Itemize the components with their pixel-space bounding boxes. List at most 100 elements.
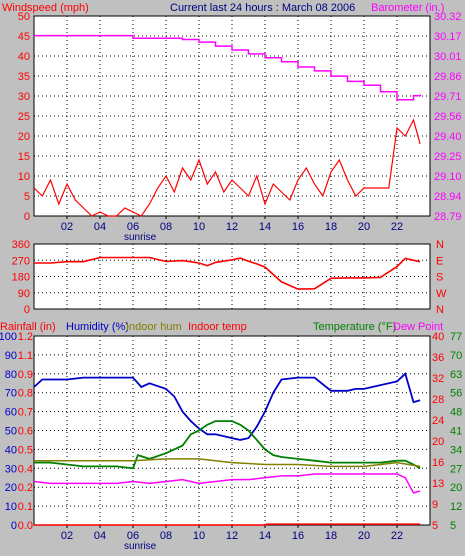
x-tick-label: 06	[127, 221, 139, 233]
x-tick-label: 06	[127, 530, 139, 542]
temperature-axis-tick: 20	[432, 436, 444, 448]
x-tick-label: 10	[193, 221, 205, 233]
x-tick-label: 12	[226, 530, 238, 542]
sunrise-label-1: sunrise	[124, 232, 157, 243]
x-tick-label: 22	[391, 530, 403, 542]
series-dew-point	[33, 473, 421, 494]
rainfall-axis-tick: 1.2	[18, 331, 33, 343]
direction-axis-tick: 270	[12, 255, 30, 267]
x-tick-label: 14	[259, 530, 271, 542]
wind-axis-tick: 15	[18, 151, 30, 163]
rainfall-axis-tick: 0.9	[18, 369, 33, 381]
x-tick-label: 10	[193, 530, 205, 542]
humidity-axis-tick: 90	[5, 350, 17, 362]
barometer-label: Barometer (in.)	[371, 2, 444, 14]
humidity-axis-tick: 60	[5, 407, 17, 419]
barometer-axis-tick: 29.86	[434, 71, 462, 83]
rainfall-axis-tick: 0.5	[18, 444, 33, 456]
barometer-axis-tick: 29.40	[434, 131, 462, 143]
series-temperature-f	[34, 420, 421, 470]
temperature-axis-tick: 24	[432, 415, 444, 427]
compass-axis-tick: N	[436, 239, 444, 251]
series-wind-direction	[34, 256, 421, 290]
direction-axis-tick: 0	[24, 304, 30, 316]
direction-axis-tick: 360	[12, 239, 30, 251]
barometer-axis-tick: 29.56	[434, 111, 462, 123]
series-rainfall-in	[34, 523, 421, 526]
x-tick-label: 18	[325, 530, 337, 542]
rainfall-axis-tick: 0.4	[18, 463, 33, 475]
wind-axis-tick: 20	[18, 131, 30, 143]
compass-axis-tick: E	[436, 255, 443, 267]
temperature-axis-tick: 9	[432, 499, 438, 511]
barometer-axis-tick: 30.01	[434, 51, 462, 63]
dewpoint-axis-tick: 20	[450, 482, 462, 494]
wind-axis-tick: 40	[18, 51, 30, 63]
temperature-axis-tick: 5	[432, 520, 438, 532]
x-tick-label: 08	[160, 221, 172, 233]
humidity-axis-tick: 100	[0, 331, 17, 343]
indoor-hum-label: Indoor hum	[126, 321, 182, 333]
series-humidity	[33, 372, 421, 441]
barometer-axis-tick: 29.25	[434, 151, 462, 163]
compass-axis-tick: S	[436, 272, 443, 284]
x-tick-label: 12	[226, 221, 238, 233]
rainfall-axis-tick: 0.2	[18, 482, 33, 494]
humidity-axis-tick: 40	[5, 444, 17, 456]
direction-axis-tick: 180	[12, 272, 30, 284]
x-tick-label: 20	[358, 530, 370, 542]
dewpoint-axis-tick: 63	[450, 369, 462, 381]
rainfall-axis-tick: 0.8	[18, 388, 33, 400]
barometer-axis-tick: 30.17	[434, 31, 462, 43]
temperature-axis-tick: 28	[432, 394, 444, 406]
dewpoint-axis-tick: 34	[450, 444, 462, 456]
humidity-axis-tick: 80	[5, 369, 17, 381]
windspeed-label: Windspeed (mph)	[2, 2, 89, 14]
x-tick-label: 16	[292, 530, 304, 542]
dewpoint-axis-tick: 48	[450, 407, 462, 419]
wind-axis-tick: 5	[24, 191, 30, 203]
humidity-axis-tick: 50	[5, 426, 17, 438]
x-tick-label: 22	[391, 221, 403, 233]
x-tick-label: 04	[94, 221, 106, 233]
humidity-axis-tick: 30	[5, 463, 17, 475]
rainfall-axis-tick: 0.1	[18, 501, 33, 513]
rainfall-label: Rainfall (in)	[0, 321, 56, 333]
wind-axis-tick: 50	[18, 11, 30, 23]
temperature-axis-tick: 36	[432, 352, 444, 364]
x-tick-label: 02	[61, 221, 73, 233]
x-tick-label: 16	[292, 221, 304, 233]
rainfall-axis-tick: 0.7	[18, 407, 33, 419]
x-tick-label: 04	[94, 530, 106, 542]
temperature-axis-tick: 40	[432, 331, 444, 343]
humidity-axis-tick: 0	[11, 520, 17, 532]
dewpoint-axis-tick: 5	[450, 520, 456, 532]
wind-axis-tick: 0	[24, 211, 30, 223]
indoor-temp-label: Indoor temp	[188, 321, 247, 333]
barometer-axis-tick: 30.32	[434, 11, 462, 23]
rainfall-axis-tick: 1.1	[18, 350, 33, 362]
barometer-axis-tick: 29.10	[434, 171, 462, 183]
temperature-axis-tick: 16	[432, 457, 444, 469]
dewpoint-axis-tick: 12	[450, 501, 462, 513]
compass-axis-tick: N	[436, 304, 444, 316]
dewpoint-axis-tick: 27	[450, 463, 462, 475]
compass-axis-tick: W	[436, 288, 447, 300]
wind-axis-tick: 45	[18, 31, 30, 43]
humidity-axis-tick: 10	[5, 501, 17, 513]
rainfall-axis-tick: 0.6	[18, 426, 33, 438]
x-tick-label: 18	[325, 221, 337, 233]
dew-point-label: Dew Point	[393, 321, 443, 333]
humidity-axis-tick: 20	[5, 482, 17, 494]
dewpoint-axis-tick: 70	[450, 350, 462, 362]
humidity-axis-tick: 70	[5, 388, 17, 400]
barometer-axis-tick: 28.94	[434, 191, 462, 203]
wind-axis-tick: 35	[18, 71, 30, 83]
dewpoint-axis-tick: 56	[450, 388, 462, 400]
x-tick-label: 02	[61, 530, 73, 542]
humidity-label: Humidity (%)	[66, 321, 129, 333]
x-tick-label: 08	[160, 530, 172, 542]
wind-axis-tick: 10	[18, 171, 30, 183]
dewpoint-axis-tick: 41	[450, 426, 462, 438]
